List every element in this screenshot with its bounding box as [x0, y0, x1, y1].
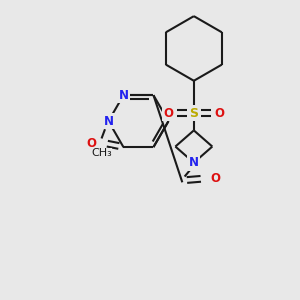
- Text: O: O: [214, 106, 224, 120]
- Text: N: N: [189, 156, 199, 169]
- Text: O: O: [211, 172, 221, 185]
- Text: N: N: [103, 115, 113, 128]
- Text: O: O: [164, 106, 173, 120]
- Text: O: O: [86, 137, 96, 150]
- Text: S: S: [189, 106, 198, 120]
- Text: N: N: [118, 89, 128, 102]
- Text: CH₃: CH₃: [91, 148, 112, 158]
